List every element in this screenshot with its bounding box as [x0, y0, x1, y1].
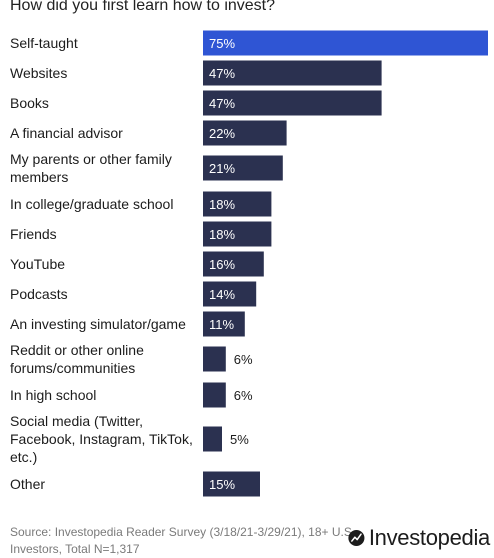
value-label: 6% — [234, 388, 253, 403]
value-label: 6% — [234, 352, 253, 367]
value-label: 14% — [209, 287, 235, 302]
value-label: 22% — [209, 126, 235, 141]
category-label: Podcasts — [10, 286, 68, 302]
bar-chart: Self-taught 75% Websites 47% Books 47% A finan… — [10, 30, 488, 497]
category-label: A financial advisor — [10, 125, 123, 141]
bar-11 — [203, 382, 226, 408]
bar-8 — [203, 281, 257, 307]
category-label: Other — [10, 476, 45, 492]
category-label: In college/graduate school — [10, 196, 173, 212]
category-label: YouTube — [10, 256, 65, 272]
bar-5 — [203, 191, 272, 217]
category-label: Books — [10, 95, 49, 111]
category-label: Reddit or other online forums/communities — [10, 342, 144, 376]
bar-3 — [203, 120, 287, 146]
category-label: Self-taught — [10, 35, 78, 51]
bar-9 — [203, 311, 245, 337]
category-label: Friends — [10, 226, 57, 242]
value-label: 18% — [209, 197, 235, 212]
bar-0 — [203, 30, 488, 56]
value-label: 21% — [209, 161, 235, 176]
logo-text: Investopedia — [368, 525, 490, 550]
investopedia-logo-icon — [348, 529, 365, 547]
category-label: An investing simulator/game — [10, 316, 186, 332]
chart-title: How did you first learn how to invest? — [10, 0, 276, 14]
value-label: 47% — [209, 96, 235, 111]
bar-1 — [203, 60, 382, 86]
category-label: Websites — [10, 65, 67, 81]
value-label: 47% — [209, 66, 235, 81]
bar-7 — [203, 251, 264, 277]
category-label: In high school — [10, 387, 96, 403]
category-label: Social media (Twitter, Facebook, Instagra… — [10, 413, 193, 465]
bar-10 — [203, 346, 226, 372]
bar-12 — [203, 426, 222, 452]
value-label: 5% — [230, 432, 249, 447]
value-label: 75% — [209, 36, 235, 51]
bar-6 — [203, 221, 272, 247]
value-label: 16% — [209, 257, 235, 272]
value-label: 15% — [209, 477, 235, 492]
bar-13 — [203, 471, 260, 497]
value-label: 11% — [209, 317, 234, 332]
bar-4 — [203, 155, 283, 181]
source-note: Source: Investopedia Reader Survey (3/18… — [10, 525, 356, 556]
value-label: 18% — [209, 227, 235, 242]
category-label: My parents or other family members — [10, 151, 172, 185]
bar-2 — [203, 90, 382, 116]
brand-logo: Investopedia — [348, 524, 490, 552]
